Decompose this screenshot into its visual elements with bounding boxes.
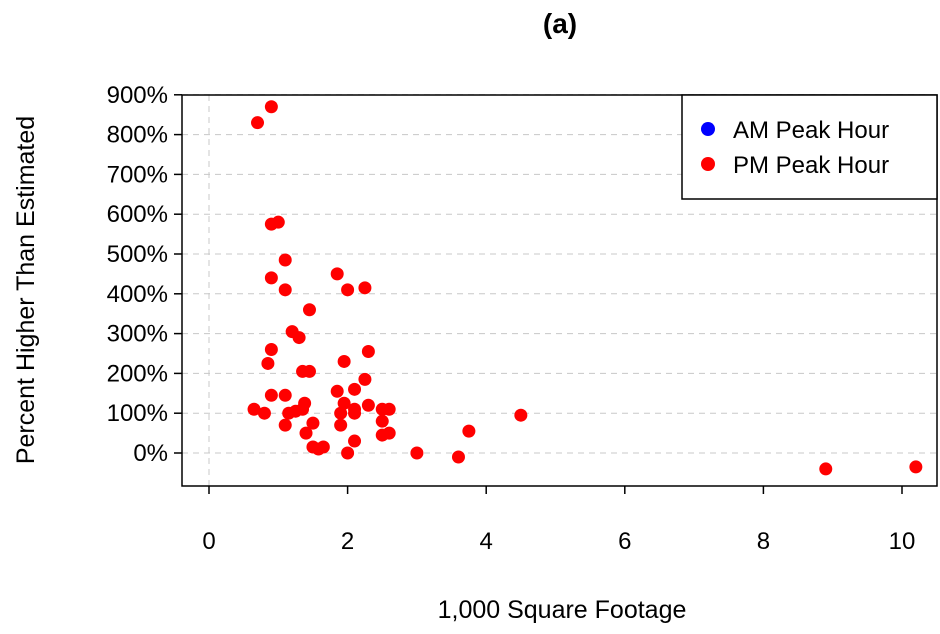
data-point-pm	[819, 462, 833, 476]
y-tick-label: 500%	[107, 241, 168, 268]
y-tick-label: 900%	[107, 82, 168, 109]
y-tick-label: 100%	[107, 400, 168, 427]
data-point-pm	[410, 446, 424, 460]
data-point-pm	[348, 382, 362, 396]
data-point-pm	[358, 372, 372, 386]
y-axis: 0% 100% 200% 300% 400% 500% 600% 700% 800% 900%	[107, 82, 182, 467]
data-point-pm	[337, 396, 351, 410]
chart-title: (a)	[543, 8, 577, 39]
data-point-pm	[306, 416, 320, 430]
y-tick-label: 400%	[107, 281, 168, 308]
data-point-pm	[375, 414, 389, 428]
data-point-pm	[382, 402, 396, 416]
data-point-pm	[278, 253, 292, 267]
data-point-pm	[334, 406, 348, 420]
data-point-pm	[341, 283, 355, 297]
data-point-pm	[361, 398, 375, 412]
data-point-pm	[451, 450, 465, 464]
data-point-pm	[330, 384, 344, 398]
data-point-pm	[251, 116, 265, 130]
data-point-pm	[261, 356, 275, 370]
x-axis: 0 2 4 6 8 10	[202, 486, 915, 555]
plot-area-frame	[181, 94, 938, 487]
x-tick-label: 0	[202, 528, 215, 555]
data-point-pm	[382, 426, 396, 440]
data-point-pm	[292, 331, 306, 345]
data-point-pm	[264, 100, 278, 114]
data-point-pm	[298, 396, 312, 410]
y-tick-label: 700%	[107, 161, 168, 188]
data-point-pm	[311, 442, 325, 456]
data-point-pm	[514, 408, 528, 422]
data-point-pm	[247, 402, 261, 416]
data-point-pm	[361, 345, 375, 359]
data-point-pm	[302, 303, 316, 317]
data-point-pm	[334, 418, 348, 432]
legend-marker-am	[701, 122, 715, 136]
data-point-pm	[257, 406, 271, 420]
x-tick-label: 6	[618, 528, 631, 555]
data-points	[247, 100, 923, 476]
data-point-pm	[264, 388, 278, 402]
data-point-pm	[909, 460, 923, 474]
data-point-pm	[358, 281, 372, 295]
legend-label-pm: PM Peak Hour	[733, 152, 889, 179]
data-point-pm	[337, 354, 351, 368]
legend-box	[681, 94, 938, 200]
data-point-pm	[278, 418, 292, 432]
legend-label-am: AM Peak Hour	[733, 117, 889, 144]
y-tick-label: 800%	[107, 122, 168, 149]
data-point-pm	[330, 267, 344, 281]
data-point-pm	[462, 424, 476, 438]
data-point-pm	[278, 283, 292, 297]
data-point-pm	[271, 215, 285, 229]
data-point-pm	[264, 271, 278, 285]
x-tick-label: 8	[757, 528, 770, 555]
data-point-pm	[299, 426, 313, 440]
data-point-pm	[278, 388, 292, 402]
data-point-pm	[341, 446, 355, 460]
y-tick-label: 200%	[107, 360, 168, 387]
y-tick-label: 600%	[107, 201, 168, 228]
x-tick-label: 2	[341, 528, 354, 555]
data-point-pm	[348, 434, 362, 448]
x-axis-title: 1,000 Square Footage	[438, 596, 687, 624]
y-axis-title: Percent Higher Than Estimated	[12, 116, 40, 464]
x-tick-label: 10	[889, 528, 916, 555]
y-tick-label: 300%	[107, 321, 168, 348]
legend-marker-pm	[701, 157, 715, 171]
legend: AM Peak Hour PM Peak Hour	[681, 94, 938, 200]
data-point-pm	[348, 402, 362, 416]
data-point-pm	[264, 343, 278, 357]
data-point-pm	[302, 364, 316, 378]
y-tick-label: 0%	[133, 440, 168, 467]
x-tick-label: 4	[480, 528, 493, 555]
